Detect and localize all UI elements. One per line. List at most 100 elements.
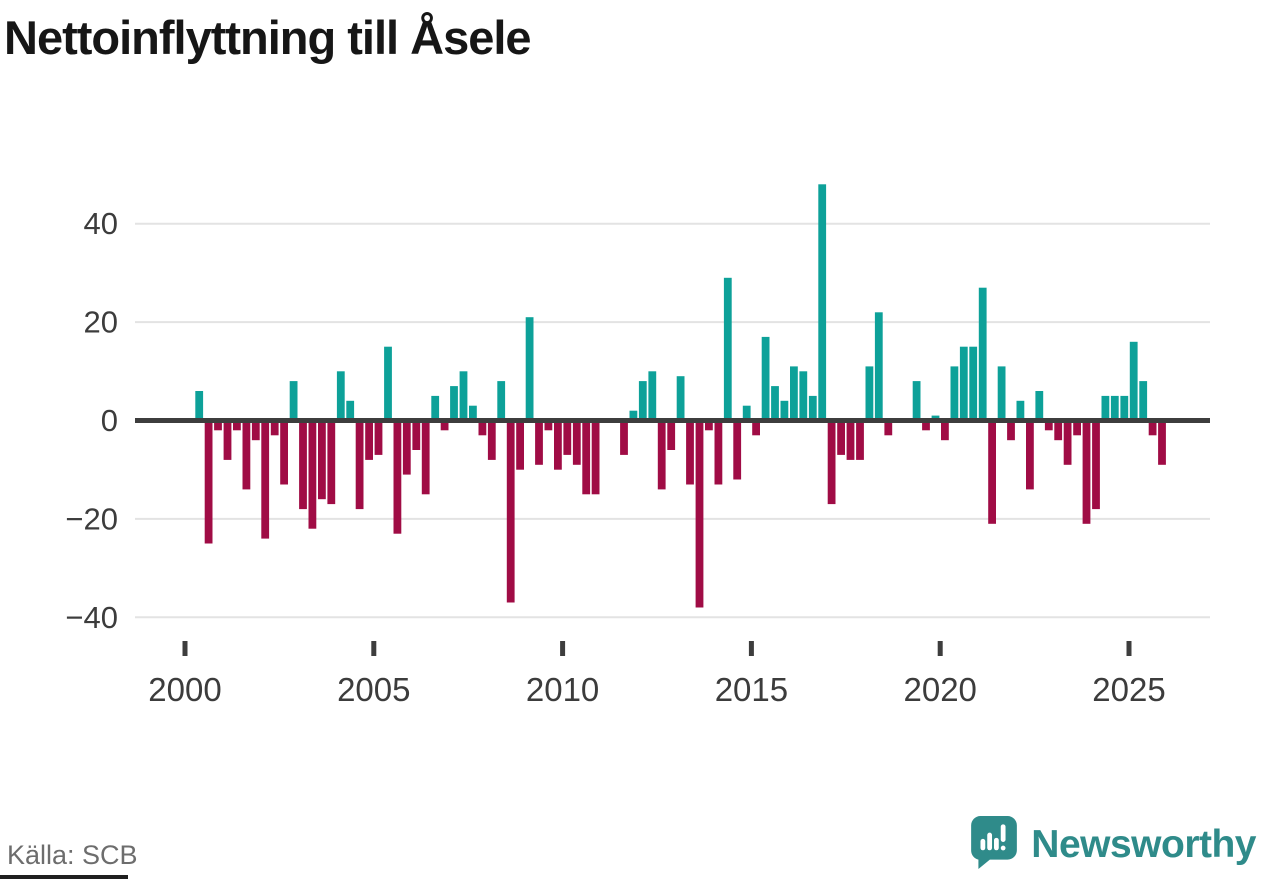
bar-2024-Q4 xyxy=(1120,395,1129,421)
bar-2015-Q2 xyxy=(761,336,770,421)
bar-2016-Q3 xyxy=(808,395,817,421)
bar-2007-Q3 xyxy=(469,405,477,421)
bar-2011-Q4 xyxy=(629,410,638,421)
bar-2009-Q4 xyxy=(554,420,562,470)
bar-2025-Q3 xyxy=(1148,420,1157,436)
bar-2014-Q2 xyxy=(723,277,732,421)
bar-2001-Q3 xyxy=(242,420,251,490)
bar-2010-Q2 xyxy=(572,420,581,465)
bar-2019-Q2 xyxy=(912,381,921,421)
bar-2006-Q2 xyxy=(421,420,430,495)
bar-2004-Q2 xyxy=(346,400,355,421)
bar-2012-Q2 xyxy=(648,371,657,421)
bar-2007-Q2 xyxy=(459,371,468,421)
x-axis-label-2025: 2025 xyxy=(1092,671,1165,708)
bar-2013-Q1 xyxy=(676,376,685,421)
bar-2002-Q3 xyxy=(280,420,288,485)
bar-2014-Q4 xyxy=(742,405,751,421)
chart-title: Nettoinflyttning till Åsele xyxy=(4,11,532,64)
bar-2016-Q1 xyxy=(790,366,798,421)
bar-2021-Q3 xyxy=(997,366,1006,421)
bar-2015-Q1 xyxy=(752,420,760,436)
bar-2021-Q2 xyxy=(988,420,996,524)
bar-2008-Q1 xyxy=(487,420,496,460)
source-text: Källa: SCB xyxy=(7,840,138,870)
y-axis-label--40: −40 xyxy=(65,600,118,635)
bar-2024-Q3 xyxy=(1110,395,1119,421)
bar-2002-Q1 xyxy=(261,420,270,539)
bar-2022-Q1 xyxy=(1016,400,1025,421)
bar-2013-Q4 xyxy=(705,420,713,431)
bar-2020-Q1 xyxy=(941,420,949,441)
bar-2012-Q3 xyxy=(657,420,666,490)
bar-2014-Q1 xyxy=(714,420,723,485)
bar-2002-Q4 xyxy=(289,381,298,421)
bar-2022-Q3 xyxy=(1035,391,1044,421)
bar-2020-Q4 xyxy=(969,346,978,421)
bar-2009-Q2 xyxy=(535,420,543,465)
bar-2017-Q2 xyxy=(837,420,845,455)
bar-2000-Q3 xyxy=(204,420,213,544)
bar-2023-Q4 xyxy=(1082,420,1091,524)
bar-2025-Q1 xyxy=(1129,341,1138,421)
bar-2018-Q1 xyxy=(865,366,874,421)
x-axis-tick-2005 xyxy=(371,641,377,656)
bar-2007-Q4 xyxy=(478,420,487,436)
newsworthy-logo: Newsworthy xyxy=(971,816,1256,874)
y-axis-label-40: 40 xyxy=(84,206,118,241)
x-axis-label-2010: 2010 xyxy=(526,671,599,708)
bar-2006-Q4 xyxy=(440,420,449,431)
y-axis-label-0: 0 xyxy=(101,403,118,438)
x-axis-label-2005: 2005 xyxy=(337,671,410,708)
bar-2009-Q3 xyxy=(544,420,553,431)
bar-2003-Q1 xyxy=(299,420,307,510)
bar-2020-Q2 xyxy=(950,366,959,421)
x-axis-tick-2025 xyxy=(1126,641,1132,656)
bar-2021-Q1 xyxy=(978,287,987,421)
bar-2008-Q2 xyxy=(497,381,506,421)
x-axis-label-2015: 2015 xyxy=(715,671,788,708)
bar-2009-Q1 xyxy=(525,317,534,421)
bar-2000-Q4 xyxy=(214,420,222,431)
bar-2004-Q4 xyxy=(365,420,373,460)
newsworthy-logo-icon xyxy=(971,816,1018,874)
bar-2021-Q4 xyxy=(1007,420,1015,441)
bar-2022-Q2 xyxy=(1026,420,1034,490)
bar-2018-Q3 xyxy=(884,420,893,436)
bar-2005-Q3 xyxy=(393,420,402,534)
bar-2000-Q2 xyxy=(195,391,204,421)
bar-2017-Q3 xyxy=(846,420,855,460)
bar-2005-Q4 xyxy=(402,420,411,475)
newsworthy-wordmark: Newsworthy xyxy=(1031,823,1256,866)
bar-2023-Q2 xyxy=(1063,420,1072,465)
bar-2025-Q4 xyxy=(1158,420,1166,465)
bar-2022-Q4 xyxy=(1044,420,1053,431)
bar-2001-Q2 xyxy=(233,420,241,431)
bar-2013-Q2 xyxy=(686,420,694,485)
x-axis-label-2020: 2020 xyxy=(903,671,976,708)
bar-2023-Q3 xyxy=(1073,420,1081,436)
y-axis-label--20: −20 xyxy=(65,501,118,536)
bar-2006-Q1 xyxy=(412,420,421,450)
bar-2003-Q3 xyxy=(318,420,326,500)
bar-2003-Q2 xyxy=(308,420,317,529)
bar-2003-Q4 xyxy=(327,420,336,505)
bar-2005-Q2 xyxy=(384,346,392,421)
bottom-strip xyxy=(0,875,128,879)
bar-2025-Q2 xyxy=(1139,381,1148,421)
bar-2018-Q2 xyxy=(874,312,883,421)
bar-2016-Q4 xyxy=(818,184,827,421)
bar-2016-Q2 xyxy=(799,371,808,421)
bar-2024-Q2 xyxy=(1101,395,1110,421)
bar-2010-Q1 xyxy=(563,420,572,455)
bar-2001-Q4 xyxy=(251,420,260,441)
bar-2002-Q2 xyxy=(270,420,279,436)
bar-2017-Q1 xyxy=(827,420,836,505)
x-axis-tick-2015 xyxy=(748,641,754,656)
bar-2012-Q4 xyxy=(667,420,676,450)
bar-2014-Q3 xyxy=(733,420,742,480)
bar-2007-Q1 xyxy=(450,386,458,421)
bar-2004-Q1 xyxy=(336,371,345,421)
bar-2020-Q3 xyxy=(959,346,968,421)
